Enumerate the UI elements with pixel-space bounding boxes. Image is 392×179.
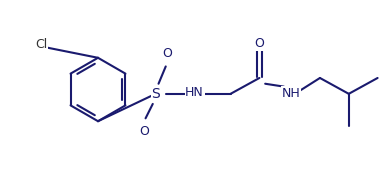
Text: S: S [151,87,160,101]
Text: O: O [162,47,172,60]
Text: O: O [139,125,149,138]
Text: Cl: Cl [35,38,47,51]
Text: NH: NH [282,87,301,100]
Text: O: O [254,37,264,50]
Text: HN: HN [185,86,204,99]
